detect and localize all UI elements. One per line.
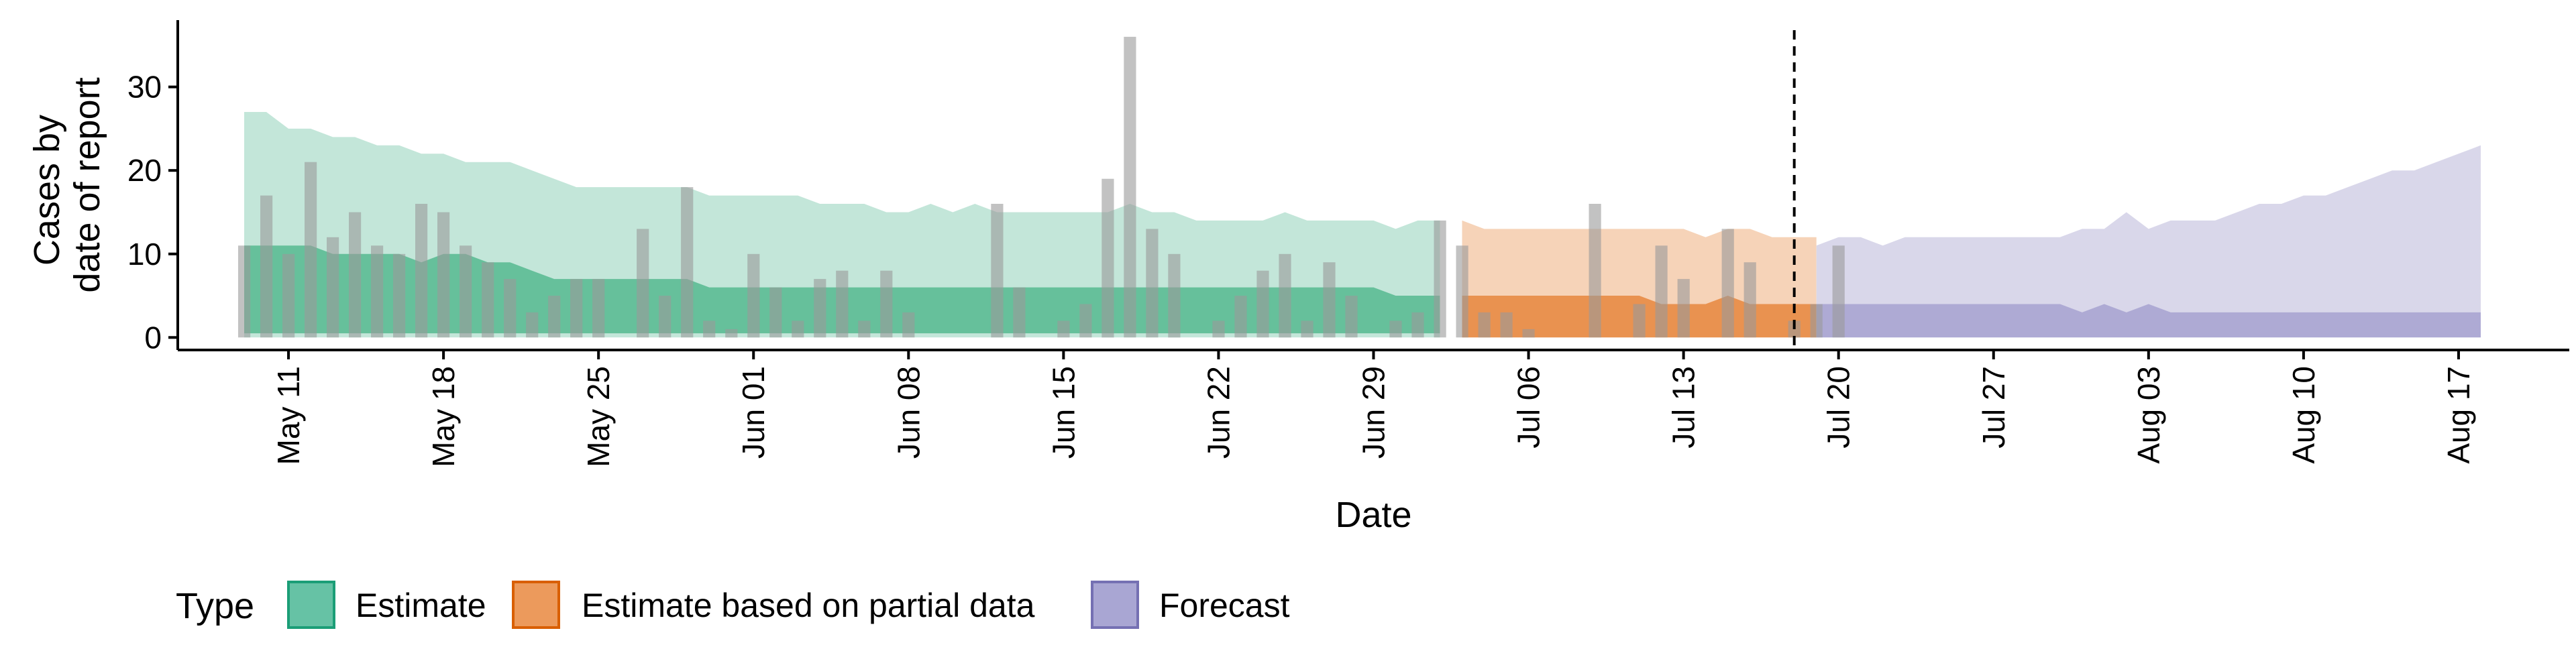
observed-bar: [393, 253, 406, 338]
observed-bar: [836, 270, 849, 338]
x-tick-label: Jun 15: [1046, 366, 1081, 459]
legend-label-forecast: Forecast: [1159, 587, 1290, 624]
y-axis-title-line-2: date of report: [67, 77, 107, 292]
observed-bar: [526, 312, 539, 338]
observed-bar: [371, 245, 384, 338]
observed-bar: [1655, 245, 1668, 338]
legend-title: Type: [176, 586, 254, 626]
observed-bar: [681, 187, 694, 338]
x-tick-label: May 25: [581, 366, 616, 467]
observed-bar: [880, 270, 893, 338]
observed-bar: [1146, 229, 1159, 338]
observed-bar: [1832, 245, 1845, 338]
observed-bar: [460, 245, 472, 338]
observed-bar: [415, 204, 428, 338]
observed-bar: [1212, 320, 1225, 338]
observed-bar: [1345, 296, 1358, 338]
x-tick-label: Aug 10: [2286, 366, 2321, 464]
observed-bar: [659, 296, 672, 338]
observed-bar: [592, 279, 605, 338]
observed-bar: [1013, 287, 1026, 338]
observed-bar: [1456, 245, 1468, 338]
observed-bar: [747, 253, 760, 338]
observed-bar: [703, 320, 716, 338]
observed-bar: [1168, 253, 1181, 338]
x-axis-title: Date: [1335, 495, 1411, 535]
observed-bar: [1810, 304, 1823, 338]
observed-bar: [282, 253, 295, 338]
y-axis-title-line-1: Cases by: [27, 115, 67, 266]
observed-bar: [1323, 262, 1336, 338]
y-tick-label: 0: [144, 320, 162, 355]
forecast-90-band: [1816, 145, 2481, 338]
x-tick-label: Aug 03: [2131, 366, 2166, 464]
observed-bar: [1743, 262, 1756, 338]
legend-swatch-estimate: [287, 581, 335, 629]
legend: Type Estimate Estimate based on partial …: [176, 581, 1290, 629]
legend-swatch-forecast: [1091, 581, 1139, 629]
y-tick-label: 30: [127, 70, 162, 105]
observed-bar: [1411, 312, 1424, 338]
observed-bar: [1234, 296, 1247, 338]
observed-bar: [1079, 304, 1092, 338]
observed-bar: [1301, 320, 1313, 338]
observed-bar: [1522, 329, 1535, 338]
x-tick-label: May 11: [271, 366, 306, 465]
observed-bar: [1279, 253, 1291, 338]
axes-layer: 0 10 20 30 May 11 May 18 May 25 Jun 01 Jun 08 Jun…: [127, 20, 2569, 467]
observed-bar: [1256, 270, 1269, 338]
observed-bar: [1478, 312, 1491, 338]
observed-bar: [1102, 178, 1114, 338]
x-tick-label: Jul 27: [1976, 366, 2011, 449]
observed-bar: [504, 279, 517, 338]
x-tick-label: Jul 13: [1666, 366, 1701, 449]
observed-bar: [991, 204, 1004, 338]
observed-bar: [1434, 220, 1446, 338]
observed-bar: [1721, 229, 1734, 338]
x-tick-label: Jun 01: [736, 366, 771, 459]
observed-bar: [1589, 204, 1601, 338]
observed-bar: [1389, 320, 1402, 338]
observed-bar: [814, 279, 826, 338]
observed-bars-layer: [238, 36, 1845, 338]
x-tick-label: Jun 22: [1201, 366, 1236, 459]
y-tick-label: 10: [127, 237, 162, 272]
x-tick-label: Jul 06: [1511, 366, 1546, 449]
observed-bar: [482, 262, 494, 338]
x-tick-label: Jun 29: [1356, 366, 1391, 459]
observed-bar: [260, 195, 273, 338]
observed-bar: [858, 320, 871, 338]
observed-bar: [1677, 279, 1690, 338]
x-tick-label: Jul 20: [1821, 366, 1856, 449]
observed-bar: [1057, 320, 1070, 338]
observed-bar: [238, 245, 251, 338]
observed-bar: [1124, 36, 1136, 338]
x-tick-label: May 18: [426, 366, 461, 467]
legend-label-partial: Estimate based on partial data: [582, 587, 1035, 624]
forecast-50-band: [1816, 304, 2481, 338]
observed-bar: [637, 229, 649, 338]
observed-bar: [570, 279, 583, 338]
observed-bar: [1633, 304, 1646, 338]
legend-label-estimate: Estimate: [356, 587, 486, 624]
y-axis-title: Cases by date of report: [27, 77, 107, 292]
observed-bar: [902, 312, 915, 338]
observed-bar: [725, 329, 738, 338]
x-tick-label: Aug 17: [2441, 366, 2476, 464]
observed-bar: [305, 162, 317, 338]
observed-bar: [769, 287, 782, 338]
observed-bar: [1500, 312, 1513, 338]
observed-bar: [437, 212, 450, 338]
observed-bar: [548, 296, 561, 338]
observed-bar: [792, 320, 804, 338]
x-tick-label: Jun 08: [891, 366, 926, 459]
y-tick-label: 20: [127, 153, 162, 188]
legend-swatch-partial: [512, 581, 560, 629]
observed-bar: [349, 212, 362, 338]
observed-bar: [327, 237, 339, 338]
